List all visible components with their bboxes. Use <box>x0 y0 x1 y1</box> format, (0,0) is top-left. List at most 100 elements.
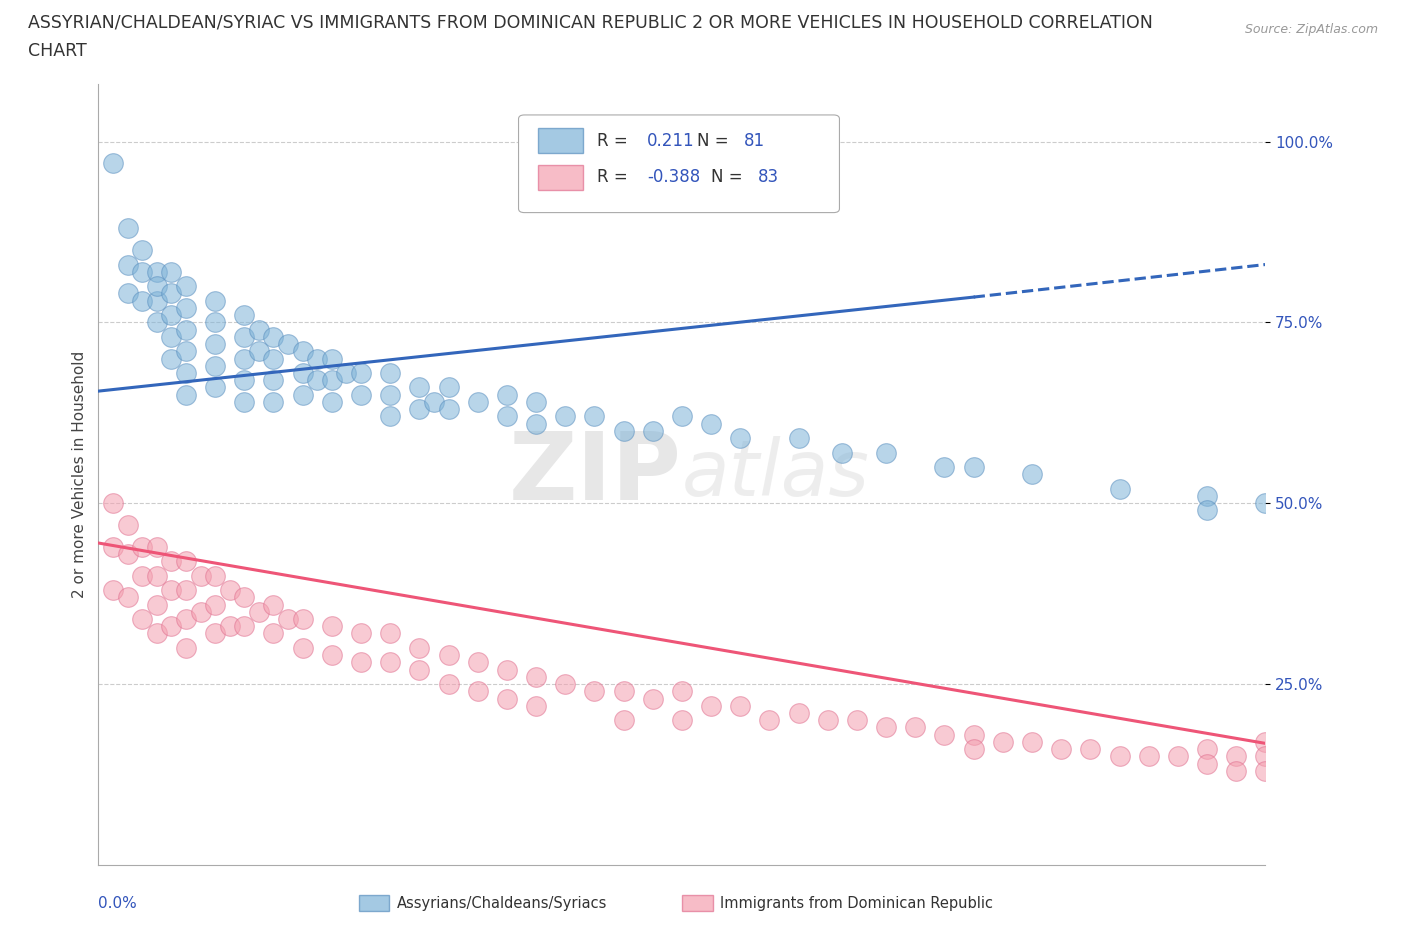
Point <box>146 568 169 583</box>
Text: atlas: atlas <box>682 436 870 512</box>
Point <box>1225 764 1247 778</box>
Point <box>204 293 226 308</box>
Point <box>218 618 240 633</box>
Point <box>262 373 284 388</box>
Point <box>321 647 343 662</box>
Point <box>350 387 373 402</box>
Point <box>437 677 460 692</box>
Point <box>700 417 723 432</box>
Point <box>787 431 810 445</box>
Point <box>467 684 489 698</box>
Text: N =: N = <box>697 132 734 150</box>
Point <box>671 712 693 727</box>
Point <box>350 626 373 641</box>
Point <box>101 156 124 171</box>
Point <box>131 243 153 258</box>
Point <box>496 662 519 677</box>
Point <box>131 264 153 279</box>
Point <box>262 329 284 344</box>
Point <box>174 344 197 359</box>
Point <box>146 279 169 294</box>
Point <box>146 597 169 612</box>
Text: N =: N = <box>711 168 748 186</box>
Point <box>1195 742 1218 757</box>
Text: 0.0%: 0.0% <box>98 897 138 911</box>
Point <box>700 698 723 713</box>
Point <box>117 221 139 236</box>
Y-axis label: 2 or more Vehicles in Household: 2 or more Vehicles in Household <box>72 351 87 598</box>
Point <box>233 308 256 323</box>
Point <box>962 459 984 474</box>
Point <box>1195 756 1218 771</box>
Point <box>204 315 226 330</box>
Point <box>291 344 314 359</box>
Point <box>131 293 153 308</box>
Point <box>612 423 634 438</box>
Point <box>117 517 139 532</box>
Point <box>1021 735 1043 750</box>
FancyBboxPatch shape <box>538 165 582 190</box>
Point <box>218 582 240 597</box>
Point <box>408 662 430 677</box>
Point <box>277 612 299 627</box>
Point <box>233 329 256 344</box>
Point <box>817 712 839 727</box>
Point <box>671 409 693 424</box>
Text: CHART: CHART <box>28 42 87 60</box>
Text: 83: 83 <box>758 168 779 186</box>
Text: 0.211: 0.211 <box>647 132 695 150</box>
Point <box>1167 749 1189 764</box>
Point <box>934 727 956 742</box>
Point <box>174 612 197 627</box>
Point <box>875 720 897 735</box>
Point <box>524 394 547 409</box>
Point <box>262 352 284 366</box>
Point <box>307 373 329 388</box>
Point <box>262 597 284 612</box>
Point <box>496 387 519 402</box>
Point <box>233 618 256 633</box>
Point <box>160 264 183 279</box>
Point <box>160 329 183 344</box>
Point <box>904 720 927 735</box>
Point <box>291 641 314 656</box>
Point <box>174 553 197 568</box>
Point <box>174 300 197 315</box>
Point <box>146 264 169 279</box>
Point <box>408 380 430 395</box>
Point <box>380 655 402 670</box>
Text: ASSYRIAN/CHALDEAN/SYRIAC VS IMMIGRANTS FROM DOMINICAN REPUBLIC 2 OR MORE VEHICLE: ASSYRIAN/CHALDEAN/SYRIAC VS IMMIGRANTS F… <box>28 14 1153 32</box>
Point <box>146 293 169 308</box>
Point <box>846 712 869 727</box>
Point <box>467 655 489 670</box>
Text: -0.388: -0.388 <box>647 168 700 186</box>
Point <box>321 373 343 388</box>
Point <box>641 423 664 438</box>
Point <box>321 394 343 409</box>
Point <box>247 344 270 359</box>
Point <box>131 568 153 583</box>
Point <box>641 691 664 706</box>
Point <box>612 684 634 698</box>
Point <box>380 387 402 402</box>
Point <box>174 387 197 402</box>
Point <box>730 698 752 713</box>
Point <box>1108 482 1130 497</box>
Point <box>174 582 197 597</box>
Point <box>247 604 270 619</box>
Point <box>962 742 984 757</box>
Point <box>131 612 153 627</box>
FancyBboxPatch shape <box>519 115 839 213</box>
Point <box>380 626 402 641</box>
Point <box>1254 496 1277 511</box>
Point <box>160 352 183 366</box>
Point <box>204 380 226 395</box>
Point <box>554 409 576 424</box>
Text: R =: R = <box>596 132 633 150</box>
Point <box>380 409 402 424</box>
Text: Assyrians/Chaldeans/Syriacs: Assyrians/Chaldeans/Syriacs <box>396 896 607 910</box>
Point <box>612 712 634 727</box>
Point <box>1137 749 1160 764</box>
Point <box>101 582 124 597</box>
Point <box>730 431 752 445</box>
